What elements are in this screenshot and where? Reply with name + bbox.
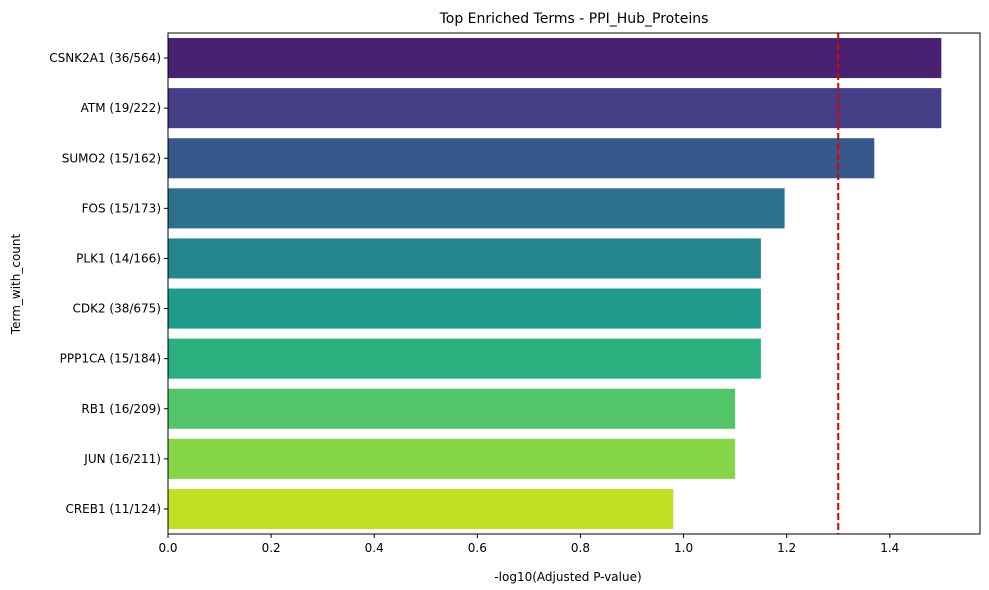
- y-axis-label: Term_with_count: [9, 234, 23, 336]
- y-tick-label: PLK1 (14/166): [76, 251, 161, 265]
- y-tick-label: SUMO2 (15/162): [62, 151, 161, 165]
- bars-layer: [168, 38, 942, 529]
- y-tick-label: FOS (15/173): [82, 201, 161, 215]
- plot-frame: [167, 32, 981, 535]
- y-tick-label: PPP1CA (15/184): [60, 352, 161, 366]
- bar: [168, 488, 674, 529]
- x-tick-label: 0.6: [468, 541, 487, 555]
- y-tick-label: JUN (16/211): [83, 452, 161, 466]
- bar: [168, 188, 785, 229]
- x-tick-label: 1.0: [674, 541, 693, 555]
- bar: [168, 388, 736, 429]
- bar: [168, 338, 761, 379]
- bar: [168, 138, 875, 179]
- x-tick-label: 1.4: [880, 541, 899, 555]
- bar: [168, 288, 761, 329]
- x-axis: 0.0 0.2 0.4 0.6 0.8 1.0 1.2 1.4: [158, 534, 899, 555]
- x-tick-label: 1.2: [777, 541, 796, 555]
- bar: [168, 38, 942, 79]
- x-tick-label: 0.8: [571, 541, 590, 555]
- x-tick-label: 0.0: [158, 541, 177, 555]
- bar: [168, 238, 761, 279]
- bar: [168, 88, 942, 129]
- y-tick-label: ATM (19/222): [81, 101, 161, 115]
- bar: [168, 438, 736, 479]
- y-tick-label: RB1 (16/209): [81, 402, 161, 416]
- x-tick-label: 0.2: [262, 541, 281, 555]
- x-axis-label: -log10(Adjusted P-value): [494, 570, 641, 584]
- y-tick-label: CSNK2A1 (36/564): [49, 51, 161, 65]
- y-axis: CSNK2A1 (36/564) ATM (19/222) SUMO2 (15/16…: [49, 51, 168, 516]
- y-tick-label: CREB1 (11/124): [65, 502, 161, 516]
- chart-title: Top Enriched Terms - PPI_Hub_Proteins: [439, 11, 709, 27]
- y-tick-label: CDK2 (38/675): [72, 302, 161, 316]
- x-tick-label: 0.4: [365, 541, 384, 555]
